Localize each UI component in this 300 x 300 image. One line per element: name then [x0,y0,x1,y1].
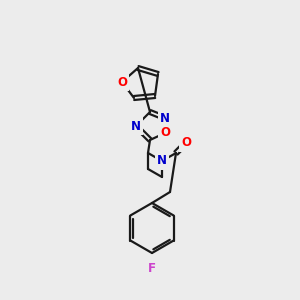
Text: N: N [131,119,141,133]
Text: O: O [181,136,191,149]
Text: O: O [160,127,170,140]
Text: N: N [157,154,167,167]
Text: O: O [117,76,127,88]
Text: N: N [160,112,170,124]
Text: F: F [148,262,156,275]
